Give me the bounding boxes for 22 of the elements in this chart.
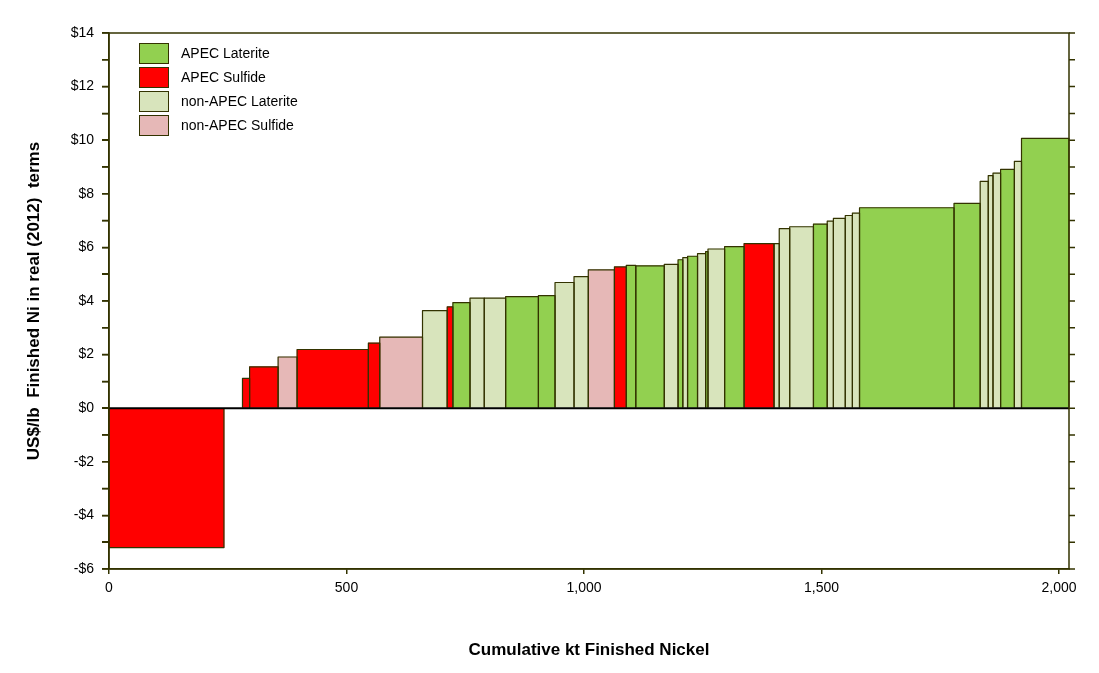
y-tick-label: $6 (78, 238, 95, 255)
y-tick-label: $2 (78, 345, 95, 362)
y-axis-title: US$/lb Finished Ni in real (2012) terms (23, 141, 43, 461)
x-tick-label: 1,500 (804, 579, 840, 596)
y-tick-label: $12 (70, 77, 95, 94)
x-tick-label: 0 (105, 579, 114, 596)
y-tick-label: -$6 (73, 559, 95, 576)
legend-label: APEC Laterite (181, 45, 270, 61)
y-tick-label: -$4 (73, 506, 95, 523)
y-tick-label: $4 (78, 291, 95, 308)
legend-label: APEC Sulfide (181, 69, 266, 85)
y-tick-label: -$2 (73, 452, 95, 469)
y-tick-label: $0 (78, 399, 95, 416)
x-tick-label: 1,000 (566, 579, 602, 596)
y-tick-label: $10 (70, 131, 95, 148)
x-tick-label: 500 (334, 579, 359, 596)
y-tick-label: $14 (70, 23, 95, 40)
x-axis-title: Cumulative kt Finished Nickel (468, 640, 710, 660)
legend-label: non-APEC Laterite (181, 93, 298, 109)
x-tick-label: 2,000 (1041, 579, 1077, 596)
y-tick-label: $8 (78, 184, 95, 201)
legend-label: non-APEC Sulfide (181, 117, 294, 133)
